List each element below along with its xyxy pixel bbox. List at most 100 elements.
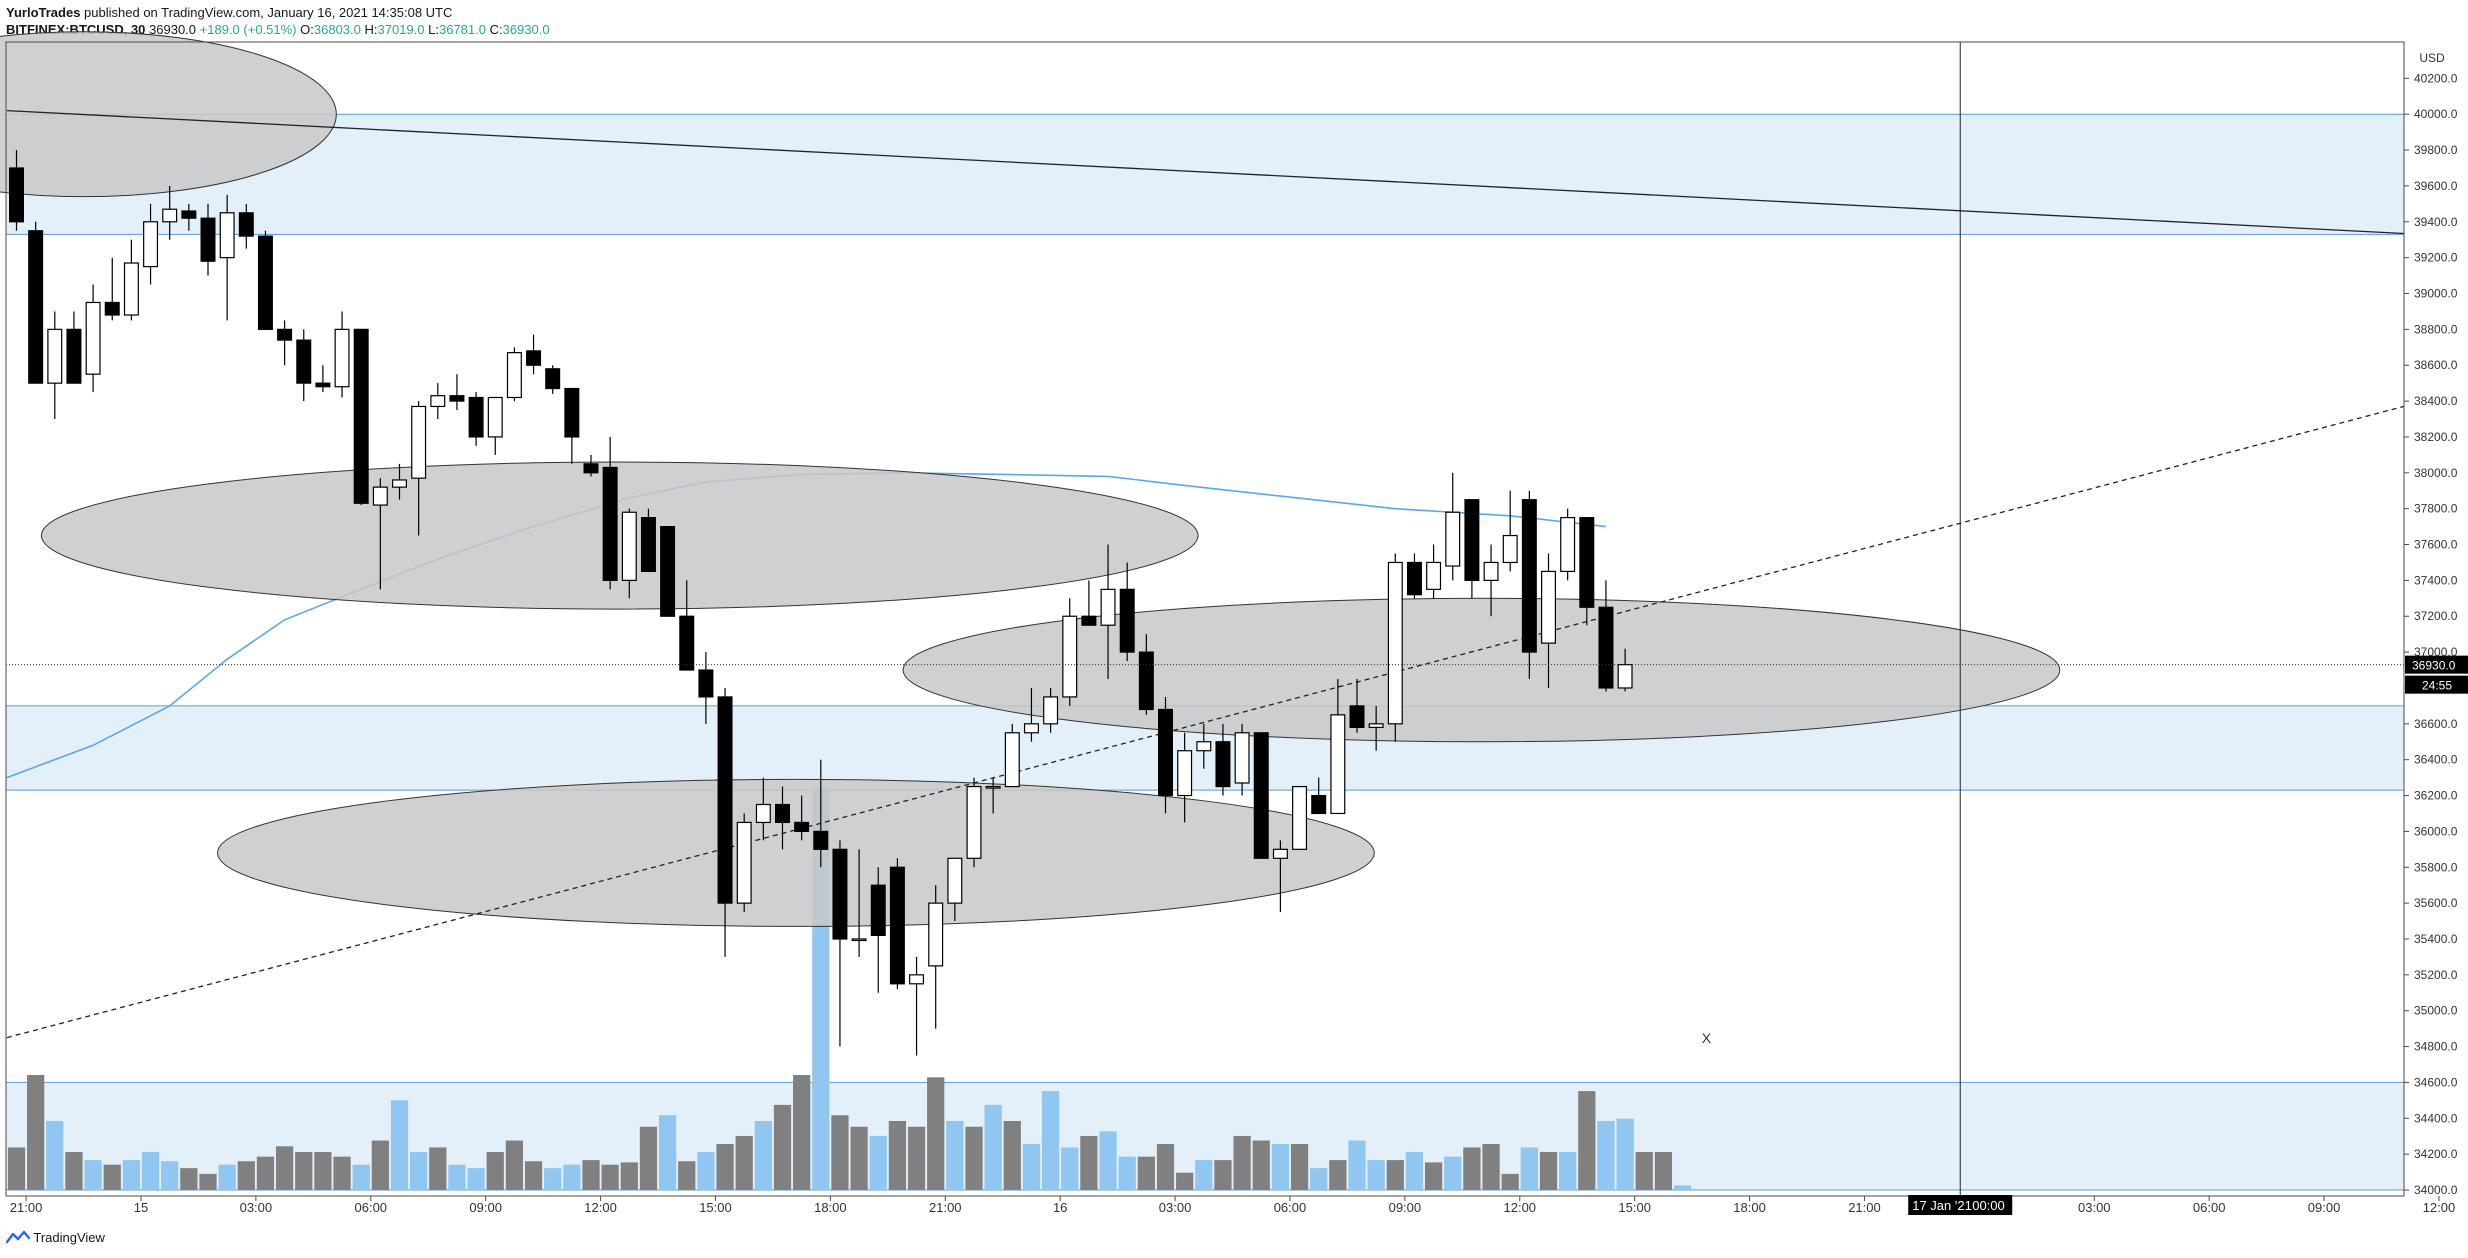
countdown-label: 24:55 [2422,679,2452,693]
x-tick-label: 03:00 [240,1200,273,1215]
candle [1272,840,1288,913]
candle-body [277,328,293,341]
candle-body [1521,499,1537,653]
open-value: 36803.0 [313,22,361,37]
y-tick-label: 37200.0 [2414,609,2458,623]
volume-bar [1233,1135,1251,1190]
footer-brand[interactable]: TradingView [33,1230,105,1245]
y-tick-label: 34800.0 [2414,1040,2458,1054]
volume-bar [1405,1152,1424,1190]
volume-bar [1424,1162,1443,1190]
current-price-label-bg [2405,655,2468,674]
y-tick-label: 39800.0 [2414,143,2458,157]
candle-body [1483,561,1499,581]
author-name[interactable]: YurloTrades [6,5,81,20]
x-tick-label: 09:00 [2308,1200,2341,1215]
candle-body [564,387,580,438]
low-label: L: [428,22,439,37]
candle-body [621,511,637,581]
candle [909,956,925,1056]
y-tick-label: 39000.0 [2414,287,2458,301]
volume-bar [1386,1160,1404,1190]
volume-bar [1635,1152,1653,1190]
axes-layer: USD 34000.0 34200.0 34400.0 34600.0 34800.0 35… [5,41,2468,1215]
candle [411,401,427,536]
candle [870,867,886,993]
y-tick-label: 36600.0 [2414,717,2458,731]
candle [1426,544,1442,599]
candle [1502,490,1518,572]
ellipses-layer [0,31,2061,927]
volume-bar [256,1156,275,1190]
y-tick-label: 38600.0 [2414,358,2458,372]
volume-bar [601,1164,619,1190]
candle [717,687,733,957]
y-tick-label: 37000.0 [2414,645,2458,659]
tradingview-logo-icon[interactable] [5,1230,31,1247]
candle-body [143,221,159,268]
candle-body [1100,588,1116,626]
volume-bar [1099,1131,1117,1190]
volume-bar [352,1164,370,1190]
candle [143,203,159,285]
candle-body [966,785,982,859]
volume-bar [544,1168,562,1190]
candle [1579,517,1595,626]
volume-bar [907,1126,926,1190]
candle-body [1330,714,1346,815]
volume-bar [1252,1140,1270,1190]
volume-bar [1367,1160,1385,1190]
ellipse-0 [0,31,337,198]
candle-body [1043,696,1059,725]
volume-bar [793,1075,811,1190]
candle-body [1081,615,1097,626]
volume-bar [658,1115,677,1190]
candle [1560,508,1576,581]
high-value: 37019.0 [377,22,425,37]
candle [851,849,867,957]
candle-body [487,396,503,438]
volume-bar [582,1160,600,1190]
candle-body [123,262,139,316]
change-value: +189.0 (+0.51%) [199,22,297,37]
candle [679,580,695,671]
volume-layer [7,787,1692,1190]
candle-body [296,339,312,384]
candle [526,334,542,375]
y-tick-label: 35600.0 [2414,896,2458,910]
x-tick-label: 18:00 [814,1200,847,1215]
candle [468,392,484,446]
volume-bar [1041,1091,1060,1190]
volume-bar [716,1144,734,1190]
y-tick-label: 34400.0 [2414,1111,2458,1125]
candle-body [9,167,24,223]
candle [928,885,944,1029]
volume-bar [199,1173,217,1190]
candle [775,786,790,850]
volume-bar [103,1164,121,1190]
x-tick-label: 15:00 [699,1200,732,1215]
candle [1253,732,1269,859]
y-tick-label: 39600.0 [2414,179,2458,193]
candle [181,203,197,231]
candle-body [1177,750,1193,797]
volume-bar [333,1156,351,1190]
candle-body [372,486,388,506]
x-tick-label: 18:00 [1733,1200,1766,1215]
volume-bar [410,1152,428,1190]
candle-body [66,328,82,384]
last-value: 36930.0 [149,22,197,37]
candle-body [1234,732,1250,784]
candle [1617,648,1633,692]
price-axis-bg [2404,42,2468,1196]
volume-bar [180,1168,198,1190]
candle [1215,723,1231,796]
candle [602,436,618,590]
volume-bar [505,1140,524,1190]
candle-body [1387,561,1403,725]
candle-body [468,396,484,438]
ellipse-2 [217,778,1375,927]
close-label: C: [489,22,503,37]
candle [1349,678,1365,733]
